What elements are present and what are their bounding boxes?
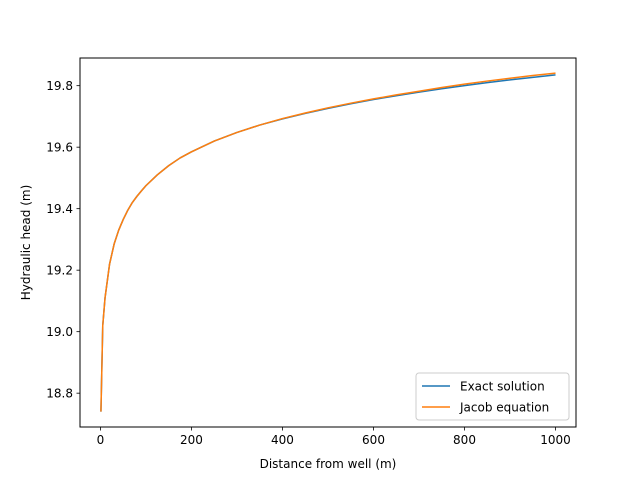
y-tick-label: 19.8: [46, 79, 73, 93]
x-tick-label: 0: [97, 433, 105, 447]
x-tick-label: 200: [180, 433, 203, 447]
y-axis-label: Hydraulic head (m): [19, 185, 33, 301]
y-tick-label: 19.6: [46, 141, 73, 155]
series-line-jacob-equation: [100, 72, 556, 412]
axes-frame: [79, 57, 577, 428]
y-tick-label: 19.2: [46, 264, 73, 278]
x-axis-label: Distance from well (m): [260, 457, 397, 471]
plot-area: [100, 72, 556, 412]
ticks: 0 200 400 600 800 1000 18.8 19.0 19.2 19.4 19.6 19.…: [46, 79, 571, 447]
legend-label-jacob-equation: Jacob equation: [459, 401, 549, 415]
legend-label-exact-solution: Exact solution: [460, 380, 545, 394]
legend: Exact solution Jacob equation: [415, 372, 570, 421]
x-tick-label: 600: [362, 433, 385, 447]
x-tick-label: 1000: [540, 433, 571, 447]
x-tick-label: 400: [271, 433, 294, 447]
legend-box: [415, 372, 570, 421]
y-tick-label: 19.4: [46, 202, 73, 216]
x-tick-label: 800: [453, 433, 476, 447]
y-tick-label: 19.0: [46, 325, 73, 339]
y-tick-label: 18.8: [46, 387, 73, 401]
